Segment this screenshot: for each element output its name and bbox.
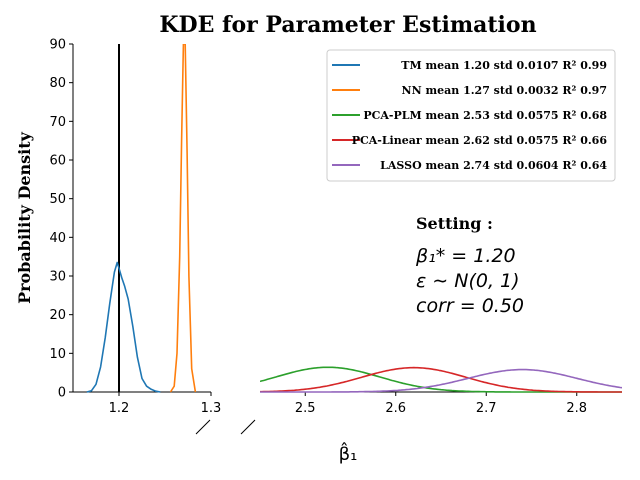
break-mark-right (240, 419, 256, 435)
left-panel: 0 10 20 30 40 50 60 70 80 90 1.2 1.3 (49, 38, 221, 417)
legend-box (326, 49, 616, 182)
y-tick-label: 50 (49, 192, 66, 207)
y-axis-label: Probability Density (15, 131, 34, 304)
y-tick-label: 20 (49, 308, 66, 323)
y-tick-label: 30 (49, 270, 66, 285)
setting-corr: corr = 0.50 (416, 295, 524, 317)
series-line-1 (169, 44, 197, 393)
x-axis-label: β̂₁ (339, 442, 358, 465)
setting-beta: β₁* = 1.20 (415, 245, 516, 267)
setting-epsilon: ε ∼ N(0, 1) (416, 270, 520, 292)
break-mark-left (195, 419, 211, 435)
series-line-0 (86, 261, 161, 393)
setting-title: Setting : (416, 214, 493, 233)
y-tick-label: 90 (49, 38, 66, 53)
series-line-3 (260, 366, 622, 393)
axis-break-marks (195, 419, 256, 435)
y-tick-label: 10 (49, 347, 66, 362)
right-panel: 2.5 2.6 2.7 2.8 (260, 366, 622, 416)
y-tick-label: 60 (49, 154, 66, 169)
setting-annotation: Setting : β₁* = 1.20 ε ∼ N(0, 1) corr = … (415, 214, 524, 317)
y-tick-label: 40 (49, 231, 66, 246)
x-tick-label: 2.8 (566, 401, 587, 416)
legend-label: LASSO mean 2.74 std 0.0604 R² 0.64 (380, 159, 607, 172)
x-tick-label: 1.2 (109, 401, 130, 416)
x-tick-label: 1.3 (201, 401, 222, 416)
x-tick-label: 2.5 (295, 401, 316, 416)
legend-label: NN mean 1.27 std 0.0032 R² 0.97 (402, 84, 607, 97)
y-tick-label: 80 (49, 76, 66, 91)
series-line-4 (260, 368, 622, 393)
x-tick-label: 2.6 (385, 401, 406, 416)
legend: TM mean 1.20 std 0.0107 R² 0.99 NN mean 1… (326, 49, 616, 182)
legend-label: PCA-Linear mean 2.62 std 0.0575 R² 0.66 (352, 134, 608, 147)
y-tick-label: 70 (49, 115, 66, 130)
y-tick-label: 0 (58, 386, 66, 401)
legend-label: TM mean 1.20 std 0.0107 R² 0.99 (401, 59, 607, 72)
legend-label: PCA-PLM mean 2.53 std 0.0575 R² 0.68 (363, 109, 607, 122)
x-tick-label: 2.7 (476, 401, 497, 416)
chart-title: KDE for Parameter Estimation (159, 12, 536, 38)
